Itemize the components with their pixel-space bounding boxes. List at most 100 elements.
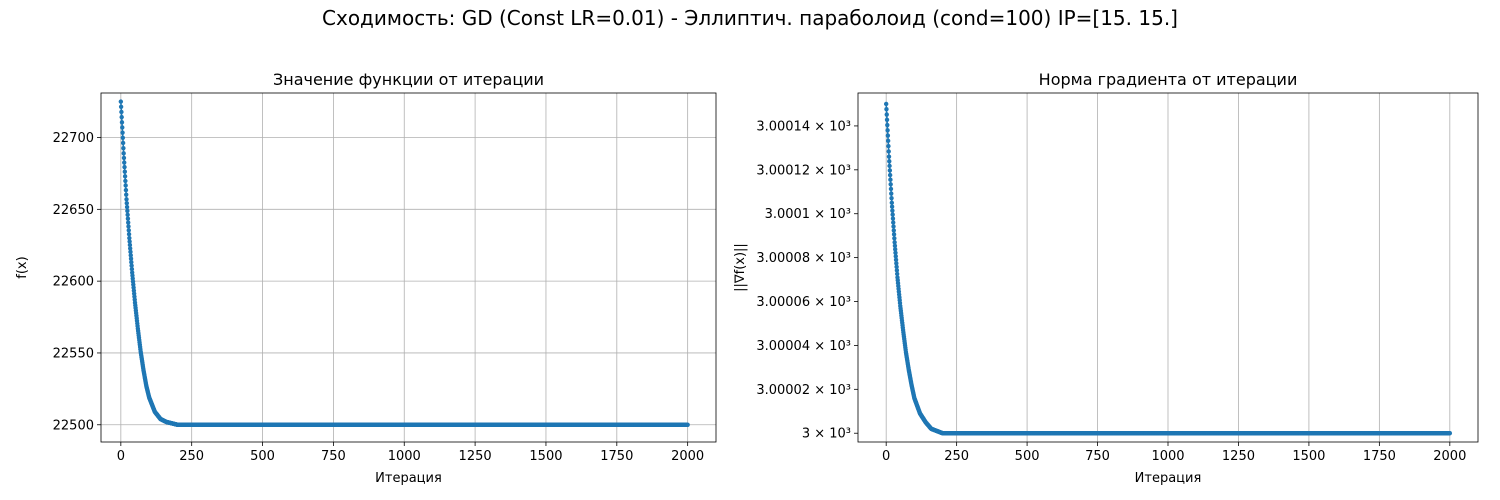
panel2-xtick-label: 1250 <box>1222 449 1255 464</box>
panel1-axes-frame <box>100 92 717 443</box>
panel1-point <box>123 187 129 193</box>
panel1-point <box>122 160 127 165</box>
panel2-xtick-label: 750 <box>1085 449 1110 464</box>
panel1-xtick-label: 1000 <box>388 449 421 464</box>
panel1-xtick-label: 0 <box>117 449 125 464</box>
panel2-point <box>888 177 893 182</box>
panel2-point <box>890 208 895 213</box>
panel2-ytick-label: 3.0001 × 10³ <box>765 207 851 222</box>
panel1-point <box>123 183 128 188</box>
panel1-point <box>126 231 132 237</box>
panel2-point <box>885 128 890 133</box>
panel1-title: Значение функции от итерации <box>273 70 544 89</box>
panel2-point <box>894 268 900 273</box>
panel1-point <box>119 109 124 115</box>
panel1-xtick-label: 1750 <box>600 449 633 464</box>
panel1-xtick-label: 2000 <box>671 449 704 464</box>
panel1-point <box>124 197 129 202</box>
panel2-point <box>884 112 889 117</box>
panel2-xlabel: Итерация <box>1135 471 1202 486</box>
panel1-point <box>127 239 132 244</box>
panel2-point <box>894 264 899 270</box>
panel2-point <box>893 247 898 252</box>
panel2-point <box>885 133 891 138</box>
panel2-grid <box>885 93 1451 442</box>
panel1-point <box>120 140 126 146</box>
panel2-ytick-label: 3.00002 × 10³ <box>756 383 851 398</box>
panel2-ytick-label: 3 × 10³ <box>802 427 851 442</box>
panel1-ylabel: f(x) <box>15 256 30 278</box>
panel2-point <box>892 240 897 245</box>
panel1-point <box>129 266 135 272</box>
panel2-xtick-label: 250 <box>944 449 969 464</box>
panel2-point <box>887 159 892 164</box>
panel2-point <box>1447 431 1453 436</box>
panel1-xtick-label: 250 <box>179 449 204 464</box>
panel2-ylabel: ||∇f(x)|| <box>733 243 748 292</box>
panel1-point <box>125 216 131 221</box>
panel2-point <box>887 168 893 173</box>
panel2-point <box>893 257 899 263</box>
panel2-point <box>889 195 894 201</box>
panel1-point <box>122 164 127 170</box>
panel1-point <box>120 125 125 130</box>
panel1-ytick-label: 22550 <box>53 346 94 361</box>
panel1-xtick-label: 1250 <box>459 449 492 464</box>
panel1-point <box>126 228 131 233</box>
panel2-ytick-label: 3.00006 × 10³ <box>756 295 851 310</box>
panel2-point <box>889 191 894 196</box>
panel2-point <box>889 204 895 209</box>
panel1-point <box>128 249 133 255</box>
panel1-point <box>129 259 134 265</box>
panel2-point <box>889 200 895 205</box>
panel1-xtick-label: 1500 <box>529 449 562 464</box>
panel2-xtick-label: 2000 <box>1433 449 1466 464</box>
panel2-point <box>894 271 900 277</box>
panel1-point <box>118 104 124 109</box>
panel1-point <box>125 208 130 214</box>
panel2-xtick-label: 1000 <box>1151 449 1184 464</box>
panel1-point <box>129 263 134 268</box>
panel1-xtick-label: 750 <box>321 449 346 464</box>
panel2-point <box>886 154 892 159</box>
panel1-point <box>120 135 126 141</box>
panel2-ytick-label: 3.00014 × 10³ <box>756 119 851 134</box>
panel1-xtick-label: 500 <box>250 449 275 464</box>
panel1-point <box>119 114 124 120</box>
panel2-point <box>887 172 893 178</box>
panel1-point <box>128 256 134 261</box>
panel1-point <box>121 151 126 156</box>
panel1-point <box>122 174 128 179</box>
panel2-xtick-label: 500 <box>1015 449 1040 464</box>
panel2-point <box>892 236 897 241</box>
panel2-title: Норма градиента от итерации <box>1039 70 1298 89</box>
panel2-xtick-label: 0 <box>882 449 890 464</box>
panel1-point <box>127 246 133 251</box>
panel1-point <box>127 235 132 241</box>
panel1-xlabel: Итерация <box>375 471 442 486</box>
panel1-ytick-label: 22500 <box>53 418 94 433</box>
panel1-point <box>124 200 129 206</box>
panel2-point <box>893 250 898 255</box>
panel2-point <box>884 107 889 112</box>
panel2-point <box>894 261 899 266</box>
panel1-point <box>120 130 125 135</box>
figure-title: Сходимость: GD (Const LR=0.01) - Эллипти… <box>322 6 1178 30</box>
panel2-point <box>892 243 898 248</box>
panel1-point <box>124 192 129 197</box>
panel1-point <box>119 120 125 125</box>
panel2-ytick-label: 3.00004 × 10³ <box>756 339 851 354</box>
panel2-point <box>883 101 889 107</box>
panel1-point <box>118 99 124 104</box>
panel2-point <box>888 186 894 192</box>
panel1-point <box>128 253 133 258</box>
panel2-point <box>891 232 897 237</box>
panel1-point <box>123 178 128 184</box>
panel1-point <box>122 169 128 174</box>
panel2-point <box>885 138 891 144</box>
panel1-point <box>126 224 131 229</box>
panel1-ytick-label: 22700 <box>53 131 94 146</box>
panel2-series-markers <box>883 101 1453 436</box>
panel1-grid <box>101 93 716 442</box>
panel2-xtick-label: 1500 <box>1292 449 1325 464</box>
